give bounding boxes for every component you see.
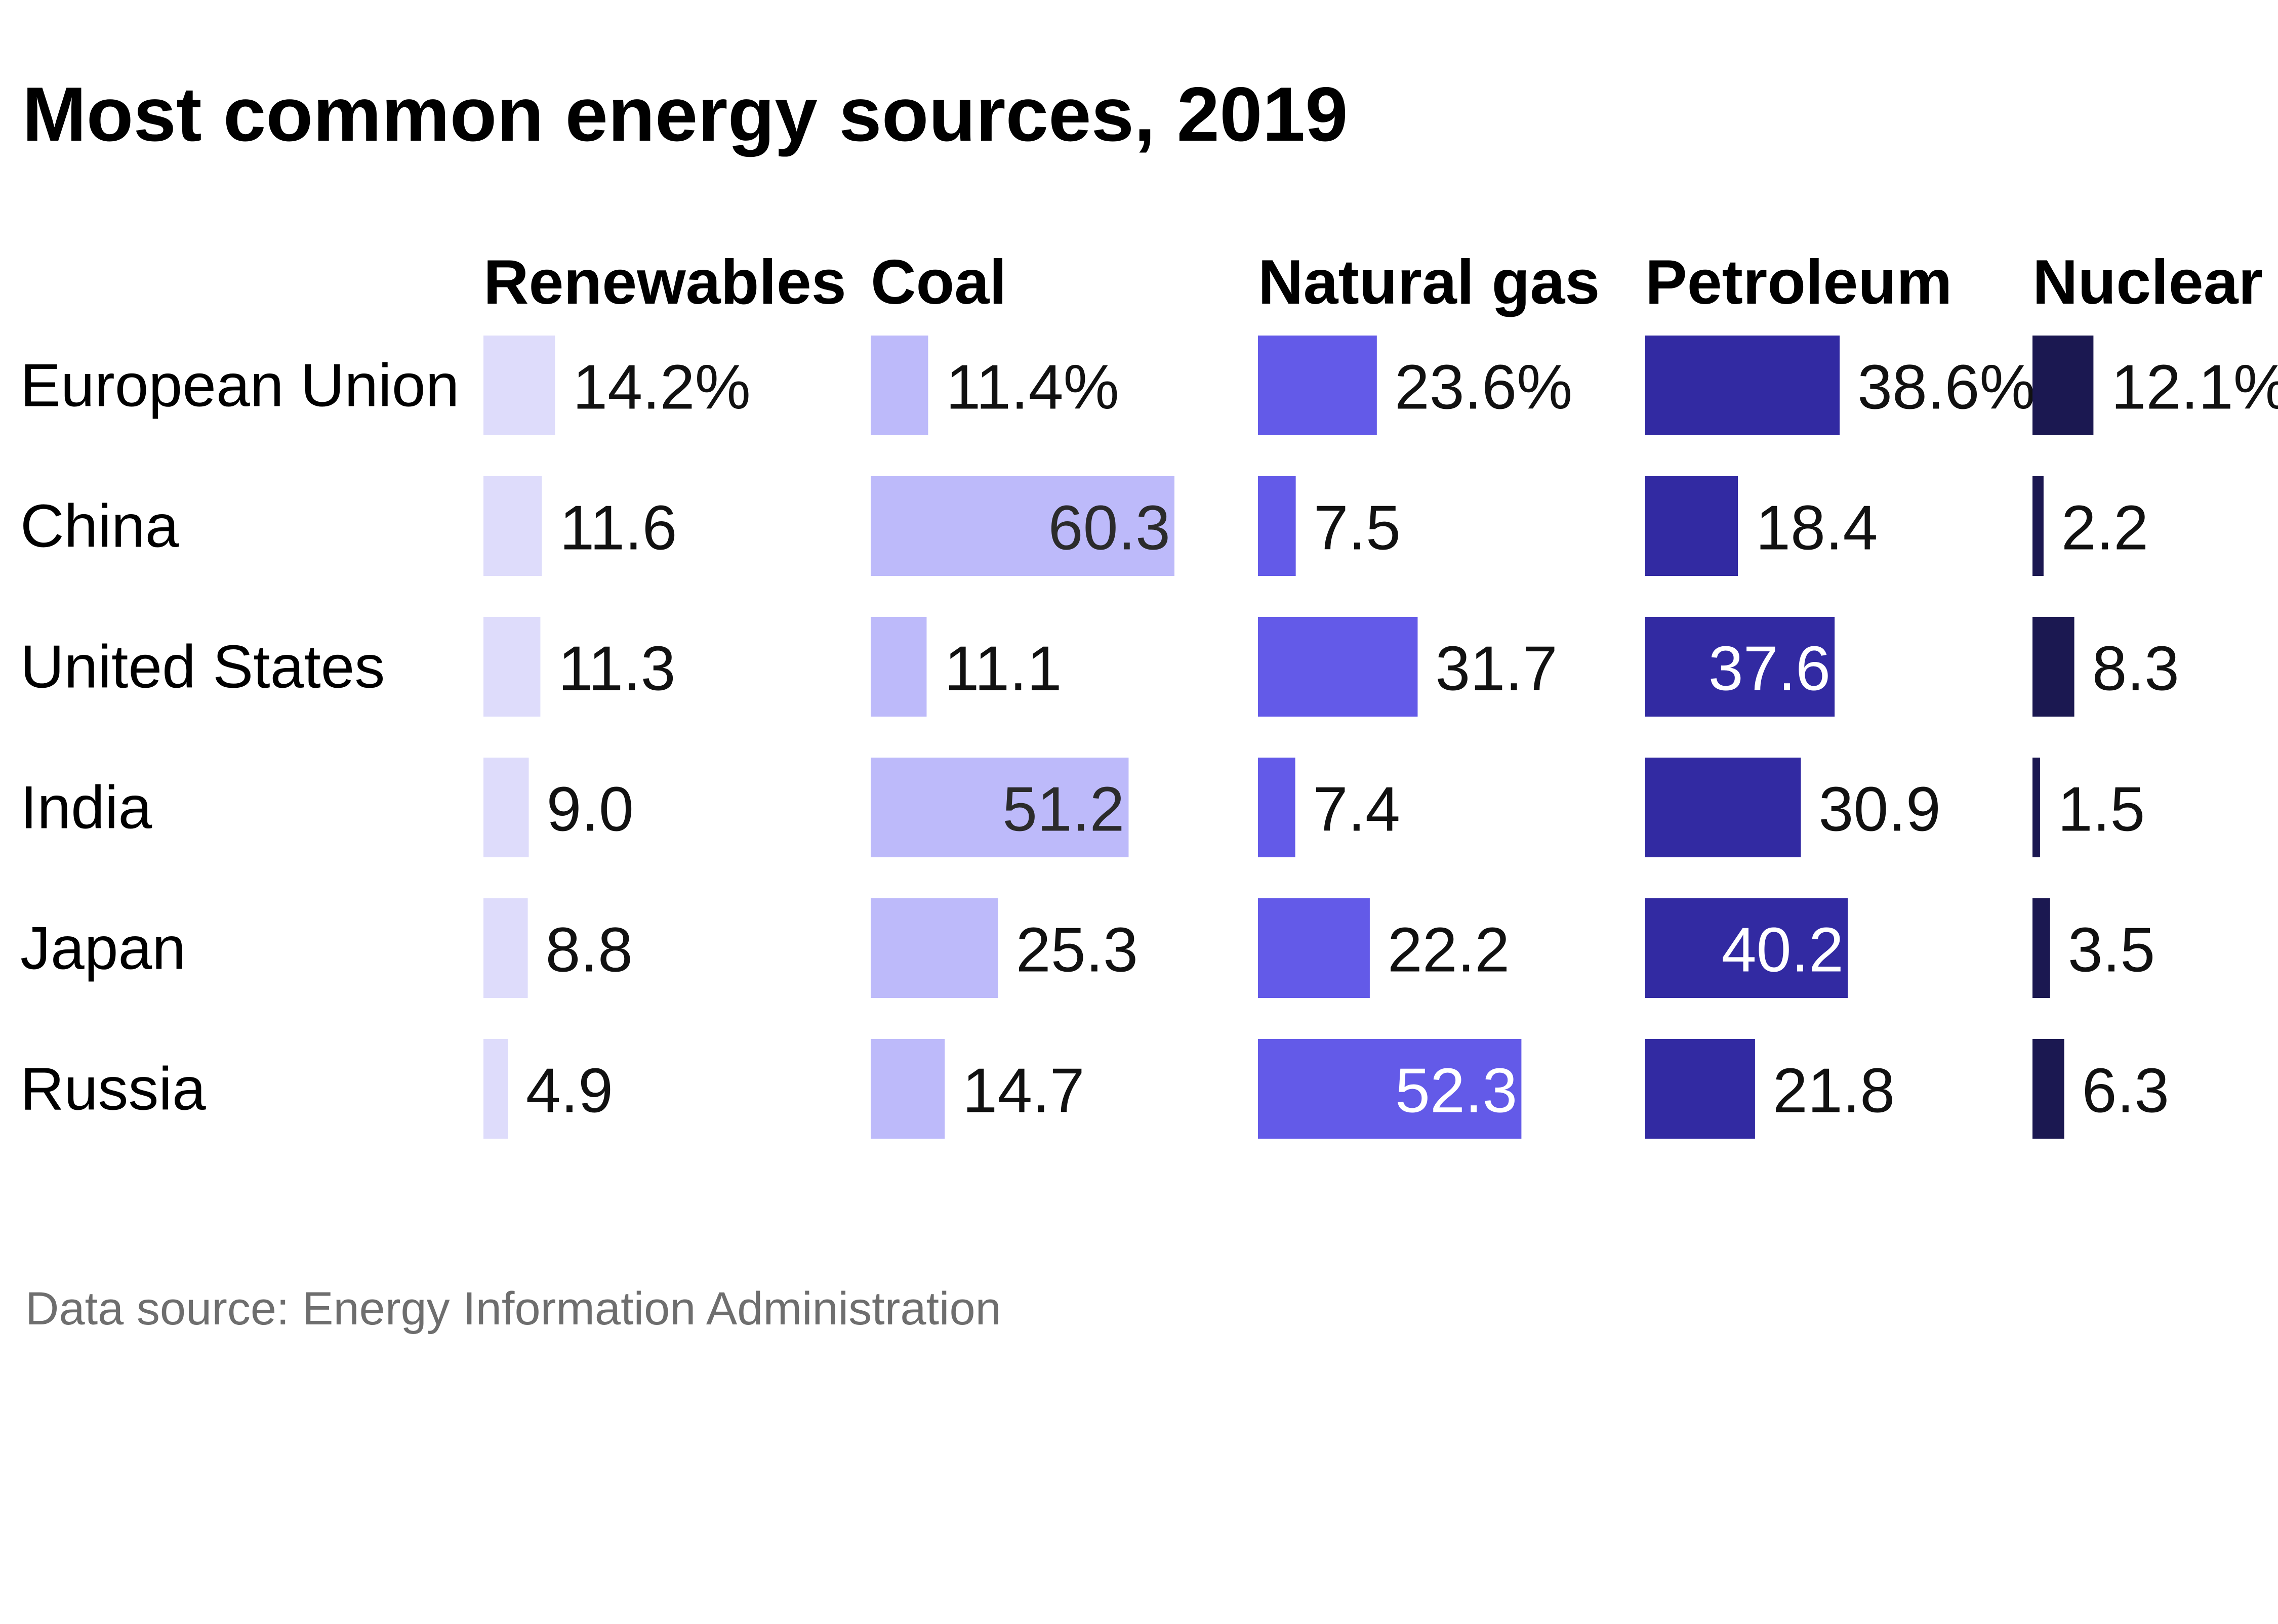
bar-china-natural-gas [1258,476,1296,576]
bar-russia-renewables [483,1039,508,1139]
bar-japan-coal [871,898,998,998]
value-label-european-union-petroleum: 38.6% [1857,353,2036,423]
bar-japan-natural-gas [1258,898,1370,998]
value-label-united-states-natural-gas: 31.7 [1435,634,1557,704]
value-label-india-renewables: 9.0 [547,775,634,845]
column-header-nuclear: Nuclear [2032,247,2263,317]
value-label-united-states-petroleum: 37.6 [1708,634,1830,704]
value-label-russia-petroleum: 21.8 [1773,1056,1895,1126]
bar-united-states-nuclear [2032,617,2074,717]
value-label-russia-nuclear: 6.3 [2082,1056,2169,1126]
row-label-china: China [20,492,179,560]
value-label-india-coal: 51.2 [1002,775,1124,845]
bar-european-union-natural-gas [1258,336,1377,435]
value-label-china-renewables: 11.6 [559,493,677,563]
value-label-european-union-nuclear: 12.1% [2111,353,2278,423]
value-label-united-states-nuclear: 8.3 [2092,634,2179,704]
value-label-japan-natural-gas: 22.2 [1388,915,1510,985]
bar-united-states-petroleum [1645,617,1835,717]
bar-united-states-coal [871,617,927,717]
value-label-china-natural-gas: 7.5 [1314,493,1401,563]
bar-russia-natural-gas [1258,1039,1522,1139]
value-label-japan-coal: 25.3 [1016,915,1138,985]
value-label-china-nuclear: 2.2 [2061,493,2148,563]
column-header-natural-gas: Natural gas [1258,247,1600,317]
bar-japan-petroleum [1645,898,1848,998]
value-label-japan-renewables: 8.8 [546,915,633,985]
bar-european-union-nuclear [2032,336,2094,435]
chart-title: Most common energy sources, 2019 [22,71,1348,157]
bar-european-union-renewables [483,336,555,435]
column-header-petroleum: Petroleum [1645,247,1952,317]
value-label-european-union-renewables: 14.2% [573,353,751,423]
bar-european-union-coal [871,336,928,435]
bar-japan-renewables [483,898,528,998]
value-label-japan-nuclear: 3.5 [2068,915,2155,985]
value-label-india-petroleum: 30.9 [1818,775,1940,845]
bar-india-renewables [483,758,529,857]
column-header-coal: Coal [871,247,1007,317]
data-source-note: Data source: Energy Information Administ… [25,1283,1001,1335]
value-label-european-union-coal: 11.4% [946,353,1119,423]
bar-united-states-renewables [483,617,541,717]
value-label-china-petroleum: 18.4 [1756,493,1878,563]
row-label-european-union: European Union [20,352,459,420]
value-label-russia-renewables: 4.9 [526,1056,613,1126]
row-label-india: India [20,774,152,842]
bar-india-nuclear [2032,758,2040,857]
value-label-india-nuclear: 1.5 [2058,775,2145,845]
value-label-china-coal: 60.3 [1048,493,1170,563]
bar-india-petroleum [1645,758,1801,857]
bar-china-petroleum [1645,476,1738,576]
value-label-united-states-coal: 11.1 [944,634,1062,704]
row-label-russia: Russia [20,1055,206,1123]
bar-india-coal [871,758,1129,857]
bar-russia-petroleum [1645,1039,1755,1139]
bar-china-renewables [483,476,542,576]
value-label-japan-petroleum: 40.2 [1722,915,1844,985]
value-label-united-states-renewables: 11.3 [558,634,675,704]
bar-india-natural-gas [1258,758,1295,857]
bar-european-union-petroleum [1645,336,1840,435]
value-label-russia-coal: 14.7 [962,1056,1084,1126]
bar-table-chart: Renewables Coal Natural gas Petroleum Nuclea… [20,247,2278,1139]
column-header-renewables: Renewables [483,247,846,317]
bar-russia-coal [871,1039,945,1139]
bar-china-nuclear [2032,476,2044,576]
bar-china-coal [871,476,1174,576]
value-label-european-union-natural-gas: 23.6% [1395,353,1573,423]
row-label-japan: Japan [20,914,186,982]
bar-japan-nuclear [2032,898,2050,998]
value-label-india-natural-gas: 7.4 [1313,775,1400,845]
bar-russia-nuclear [2032,1039,2064,1139]
row-label-united-states: United States [20,633,385,701]
value-label-russia-natural-gas: 52.3 [1395,1056,1517,1126]
bar-united-states-natural-gas [1258,617,1418,717]
